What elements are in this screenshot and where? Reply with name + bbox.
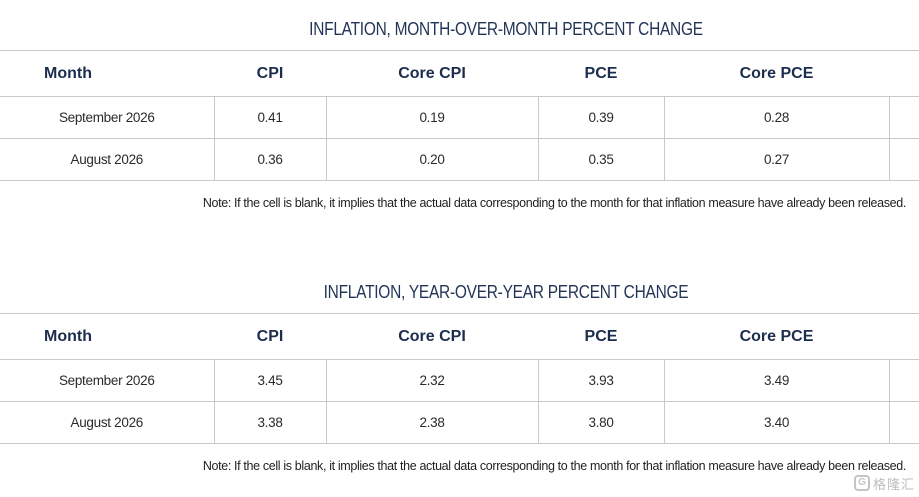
column-header-pce: PCE [538,50,664,97]
yoy-note: Note: If the cell is blank, it implies t… [202,459,907,473]
cell-pce: 3.80 [537,401,664,444]
cell-cpi: 3.45 [213,359,326,402]
mom-table-title: INFLATION, MONTH-OVER-MONTH PERCENT CHAN… [309,19,703,39]
cell-core-pce: 0.27 [663,138,889,181]
column-header-cpi: CPI [214,50,326,97]
cell-core-cpi: 0.20 [325,138,538,181]
watermark-logo-icon: G [853,475,870,491]
watermark: G 格隆汇 [853,473,915,493]
cell-pce: 0.35 [537,138,664,181]
table-row: September 2026 0.41 0.19 0.39 0.28 [0,96,919,139]
column-header-core-pce: Core PCE [664,50,889,97]
mom-header-row: Month CPI Core CPI PCE Core PCE [0,50,919,97]
cell-month: September 2026 [0,359,214,402]
cell-month: September 2026 [0,96,214,139]
cell-pce: 0.39 [537,96,664,139]
cell-core-cpi: 0.19 [325,96,538,139]
cell-blank [888,138,919,181]
cell-blank [888,96,919,139]
cell-core-cpi: 2.32 [325,359,538,402]
column-header-core-pce: Core PCE [664,313,889,360]
yoy-table: Month CPI Core CPI PCE Core PCE Septembe… [0,313,919,444]
cell-blank [888,401,919,444]
column-header-pce: PCE [538,313,664,360]
cell-pce: 3.93 [537,359,664,402]
mom-note: Note: If the cell is blank, it implies t… [202,196,907,210]
cell-cpi: 3.38 [213,401,326,444]
column-header-month: Month [0,50,214,97]
cell-core-pce: 3.49 [663,359,889,402]
mom-table: Month CPI Core CPI PCE Core PCE Septembe… [0,50,919,181]
cell-core-cpi: 2.38 [325,401,538,444]
table-row: August 2026 0.36 0.20 0.35 0.27 [0,138,919,181]
column-header-core-cpi: Core CPI [326,313,538,360]
cell-blank [888,359,919,402]
column-header-cpi: CPI [214,313,326,360]
cell-month: August 2026 [0,138,214,181]
cell-core-pce: 3.40 [663,401,889,444]
yoy-header-row: Month CPI Core CPI PCE Core PCE [0,313,919,360]
column-header-month: Month [0,313,214,360]
column-header-blank [889,50,919,97]
cell-month: August 2026 [0,401,214,444]
watermark-text: 格隆汇 [872,476,915,492]
cell-cpi: 0.41 [213,96,326,139]
table-row: August 2026 3.38 2.38 3.80 3.40 [0,401,919,444]
column-header-core-cpi: Core CPI [326,50,538,97]
table-row: September 2026 3.45 2.32 3.93 3.49 [0,359,919,402]
yoy-table-title: INFLATION, YEAR-OVER-YEAR PERCENT CHANGE [323,282,689,302]
cell-cpi: 0.36 [213,138,326,181]
cell-core-pce: 0.28 [663,96,889,139]
column-header-blank [889,313,919,360]
